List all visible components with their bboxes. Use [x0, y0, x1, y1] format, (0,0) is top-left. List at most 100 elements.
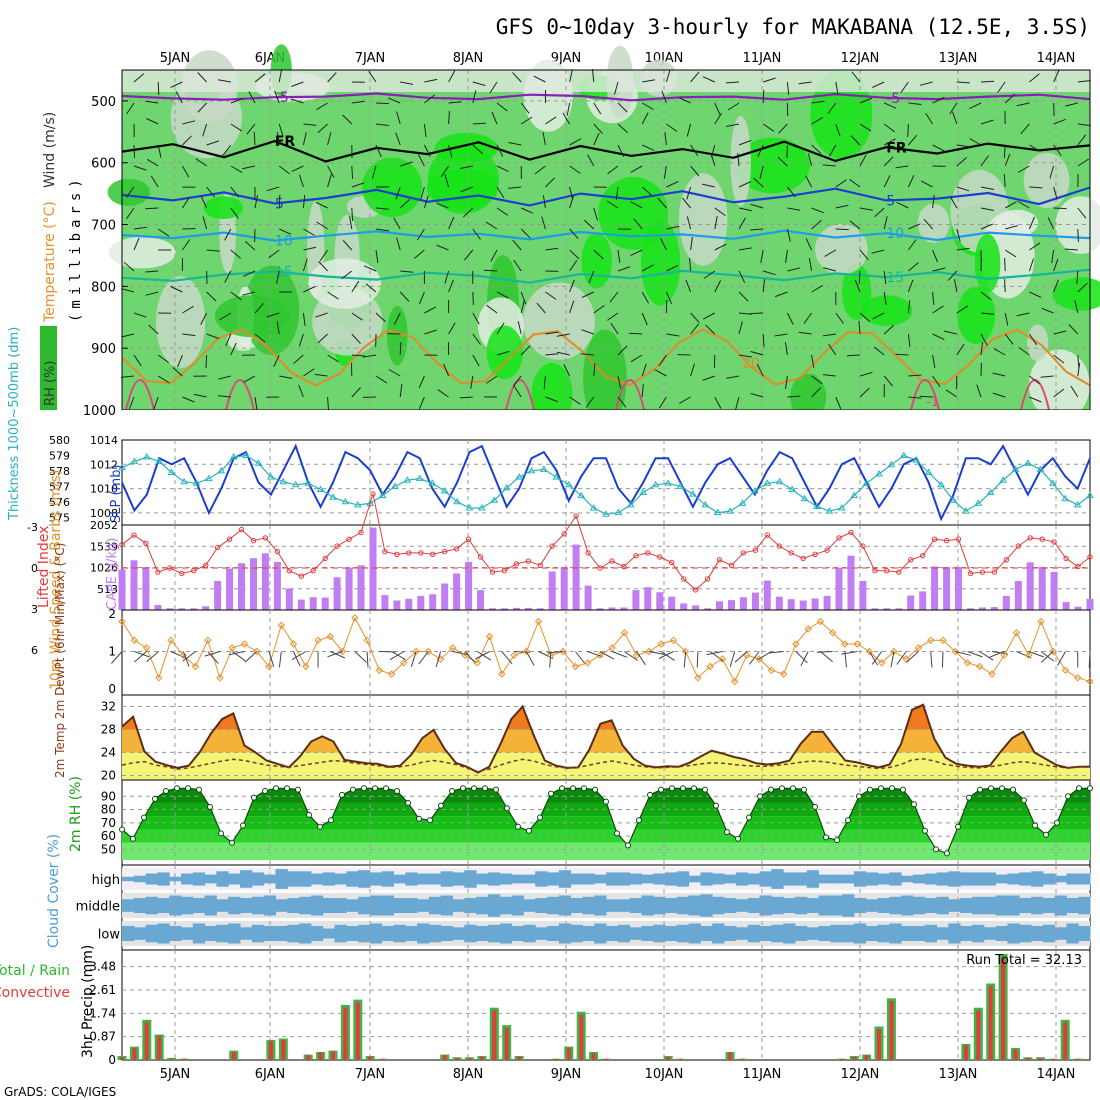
wind-barb [423, 144, 431, 157]
wind-barb-10m [549, 651, 552, 668]
wind-barb [756, 364, 764, 377]
wind-barb [351, 354, 365, 357]
wind-speed-point [988, 670, 996, 678]
cape-bar [931, 566, 939, 610]
wind-barb [278, 194, 281, 209]
thickness-point [1086, 491, 1094, 499]
rh-point [361, 785, 367, 792]
thickness-point [751, 487, 759, 494]
wind-barb [932, 249, 938, 263]
rh-point [174, 785, 180, 792]
wind-barb-10m [729, 651, 736, 668]
cloud-cell [1066, 923, 1079, 944]
wind-barb [932, 375, 941, 387]
wind-speed-point [608, 644, 616, 652]
cloud-cell [700, 894, 713, 917]
precip-convective-bar [988, 986, 993, 1060]
contour-label: 15 [275, 265, 293, 281]
rh-point [669, 785, 675, 792]
cloud-cell [606, 926, 619, 941]
wind-speed-point [510, 651, 518, 660]
wind-barb-10m [111, 651, 123, 664]
lifted-index-point [896, 569, 902, 575]
wind-barb [859, 249, 869, 261]
humidity-patch [917, 203, 950, 243]
wind-barb [1029, 291, 1042, 298]
wind-barb [666, 225, 680, 230]
cloud-cell [310, 895, 324, 916]
rh-point [548, 790, 554, 797]
cloud-cell [299, 871, 312, 887]
lifted-index-point [1039, 536, 1045, 542]
rh-point [207, 803, 213, 810]
wind-barb [726, 123, 740, 127]
thickness-point [304, 479, 313, 486]
precip-convective-bar [963, 1045, 968, 1060]
wind-barb [807, 153, 813, 167]
wind-barb [690, 312, 700, 324]
wind-barb [496, 165, 509, 173]
wind-barb [617, 396, 627, 408]
rh-point [911, 801, 917, 808]
precip-convective-bar [1075, 1058, 1080, 1060]
rh-point [394, 788, 400, 794]
cloud-cell [204, 874, 217, 884]
cloud-cell [145, 896, 158, 915]
wind-barb [835, 204, 849, 209]
wind-barb [278, 69, 283, 83]
wind-barb [895, 165, 909, 169]
cloud-cell [570, 898, 583, 913]
dewpoint-line [121, 758, 1091, 773]
wind-barb [1053, 330, 1067, 335]
bottom-date-label: 8JAN [453, 1067, 484, 1082]
cloud-cell [393, 874, 406, 884]
wind-barb [798, 81, 812, 85]
wind-barb [593, 362, 596, 377]
wind-barb [327, 72, 337, 83]
wind-barb [908, 262, 919, 272]
cloud-cell [122, 876, 135, 882]
wind-barb [542, 132, 546, 146]
wind-barb [569, 396, 581, 405]
rh-point [845, 817, 851, 824]
wind-speed-point [669, 636, 678, 645]
wind-barb [206, 291, 217, 302]
cross-section-panel: -5-5FRFR551010151520-1 50060070080090010… [40, 44, 1100, 427]
contour-label: -5 [886, 91, 900, 107]
wind-barb [760, 249, 764, 263]
wind-barb [395, 132, 401, 146]
wind-barb [883, 138, 896, 146]
wind-speed-point [743, 651, 751, 660]
cloud-cell [1007, 895, 1020, 916]
rh-point [196, 786, 202, 793]
precip-convective-bar [728, 1052, 733, 1060]
wind-barb [919, 395, 933, 398]
rh-point [493, 786, 499, 793]
wind-barb [423, 123, 427, 137]
thickness-point [279, 477, 288, 485]
cape-bar [429, 594, 437, 610]
cloud-cell [889, 896, 902, 915]
wind-speed-point [351, 614, 359, 622]
cloud-cell [712, 923, 725, 944]
wind-barb [660, 238, 667, 251]
cloud-cell [948, 899, 961, 912]
cape-bar [775, 596, 783, 610]
wind-barb [298, 174, 304, 188]
temperature-tick-label: 32 [101, 699, 116, 713]
cloud-cell [877, 924, 890, 943]
rh-point [1087, 785, 1093, 792]
cloud-cell [853, 923, 867, 944]
wind-barb [607, 165, 619, 175]
wind-barb-10m [749, 651, 760, 665]
cloud-cell [499, 896, 513, 915]
wind-barb [686, 186, 692, 200]
wind-barb [593, 207, 598, 221]
precip-convective-bar [604, 1058, 608, 1060]
cloud-cell [181, 927, 194, 940]
wind-barb-10m [435, 651, 442, 668]
wind-barb-10m [134, 651, 147, 663]
lifted-index-point [143, 540, 149, 546]
thickness-point [167, 468, 176, 475]
